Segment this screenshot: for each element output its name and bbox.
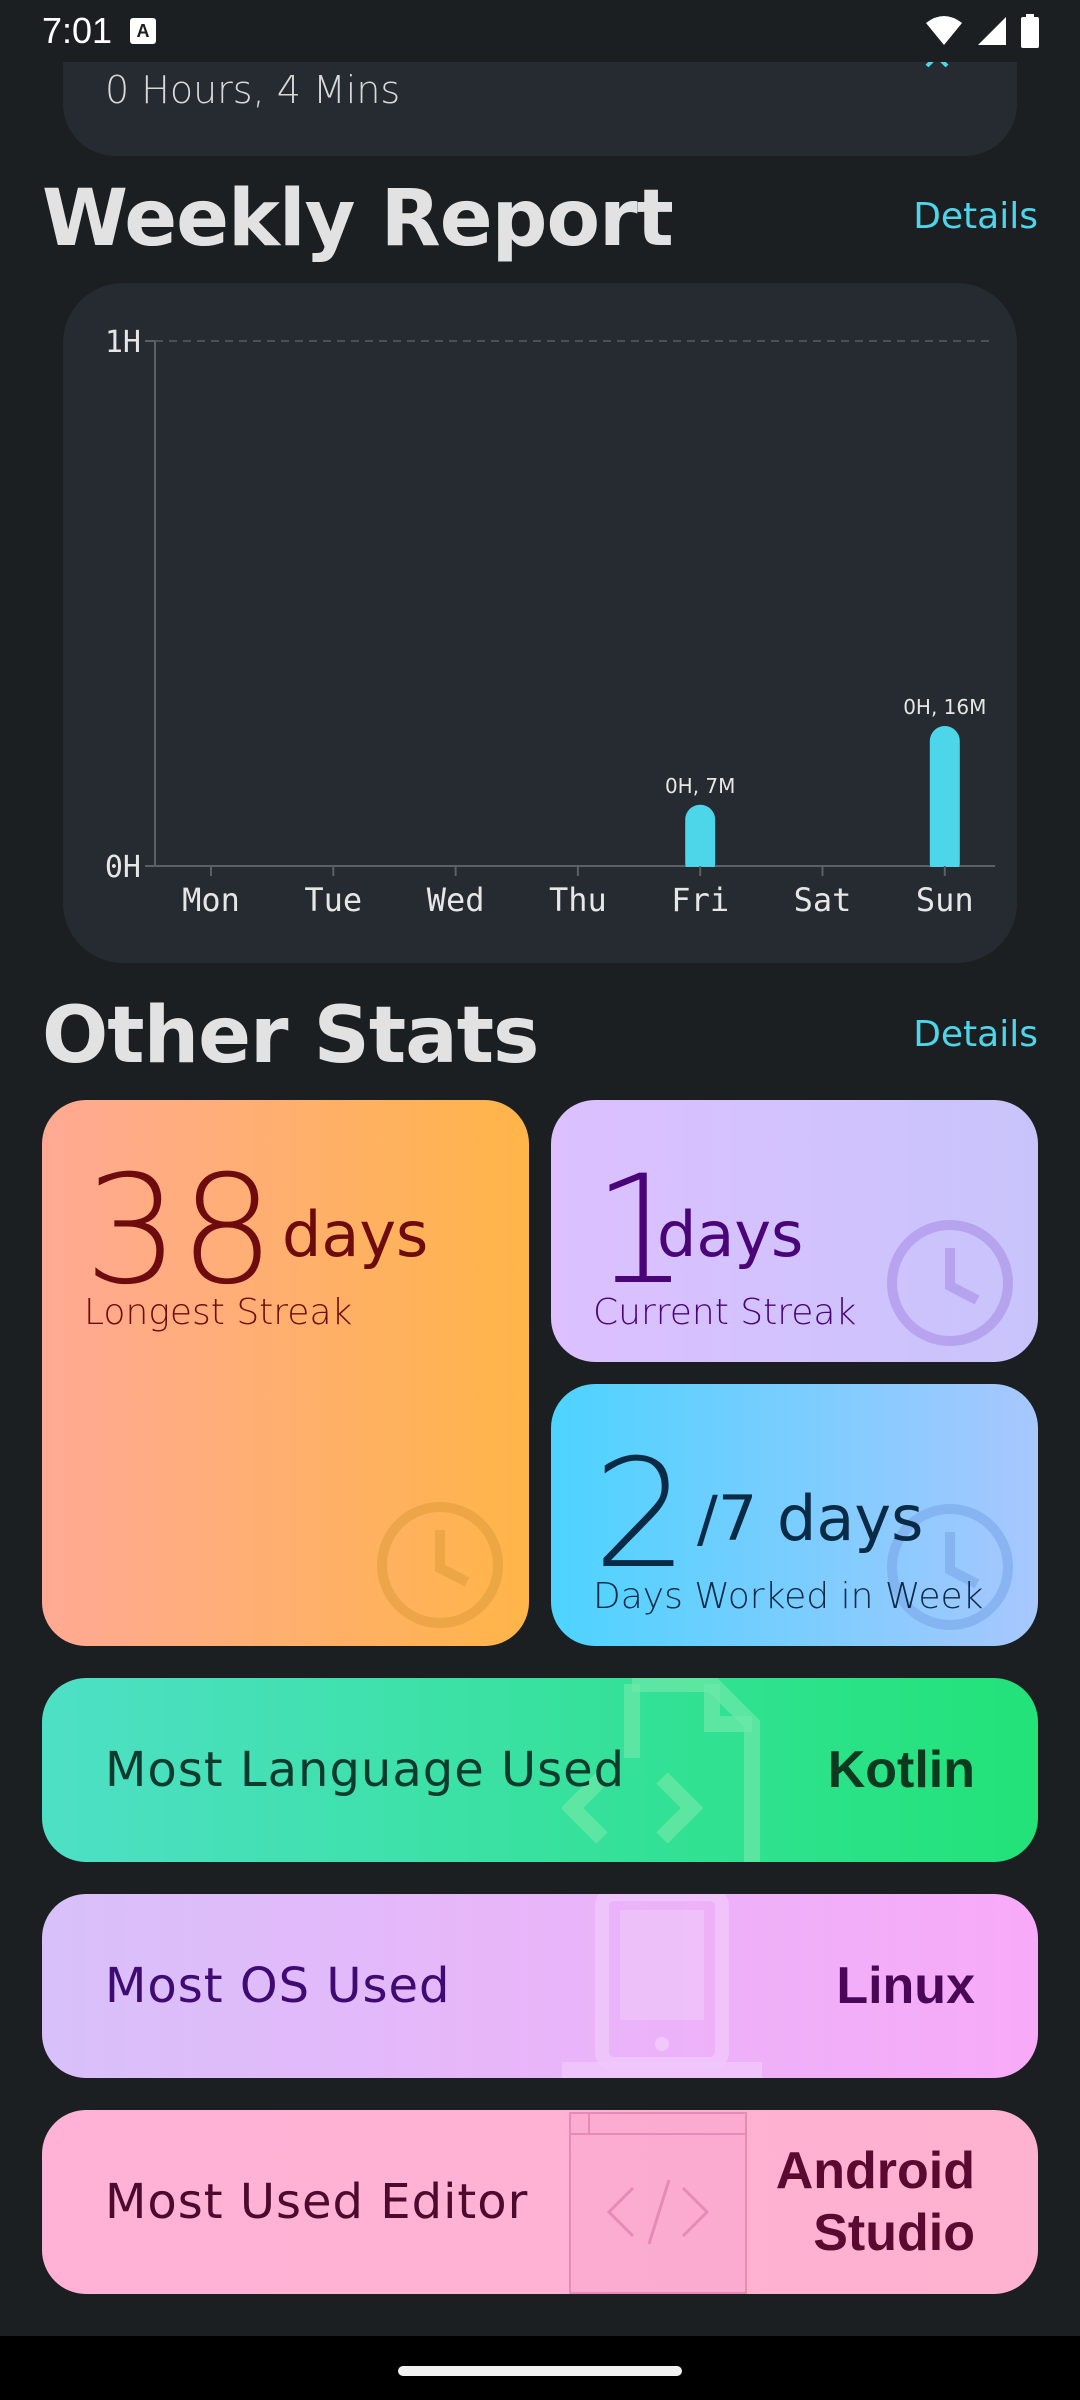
session-duration: 0 Hours, 4 Mins (105, 68, 401, 112)
x-tick-label: Tue (304, 881, 362, 919)
x-tick-label: Sun (916, 881, 974, 919)
days-worked-unit: /7 days (697, 1482, 924, 1555)
other-stats-title: Other Stats (42, 991, 539, 1081)
most-os-label: Most OS Used (105, 1958, 451, 2014)
most-editor-value-line1: Android (775, 2142, 975, 2200)
code-window-icon (569, 2112, 747, 2294)
tablet-icon (562, 1894, 762, 2078)
clock-icon (377, 1502, 503, 1628)
data-label-fri: 0H, 7M (665, 774, 735, 798)
current-streak-unit: days (657, 1198, 804, 1271)
navigation-bar (0, 2336, 1080, 2400)
weekly-bar-chart: 0H 1H Mon Tue Wed Thu Fri 0H, 7M Sat Sun 0H, 16M (105, 325, 996, 919)
code-file-icon (562, 1678, 760, 1862)
x-tick-label: Thu (549, 881, 607, 919)
most-language-label: Most Language Used (105, 1742, 626, 1798)
longest-streak-card[interactable]: 38 days Longest Streak (42, 1100, 529, 1646)
bar-sun (929, 726, 960, 878)
weekly-chart-card: 0H 1H Mon Tue Wed Thu Fri 0H, 7M Sat Sun 0H, 16M (63, 283, 1017, 963)
x-tick-label: Wed (427, 881, 485, 919)
wifi-icon (926, 16, 962, 45)
y-tick-label: 0H (105, 850, 141, 885)
longest-streak-value: 38 (84, 1144, 275, 1318)
days-worked-caption: Days Worked in Week (593, 1576, 984, 1617)
longest-streak-unit: days (282, 1198, 429, 1271)
days-worked-value: 2 (593, 1428, 689, 1602)
most-language-value: Kotlin (827, 1741, 975, 1799)
notification-a-icon: A (130, 18, 156, 44)
signal-icon (978, 17, 1006, 45)
most-editor-value-line2: Studio (813, 2204, 975, 2262)
x-tick-label: Sat (794, 881, 852, 919)
bar-fri (685, 804, 716, 878)
status-time: 7:01 (42, 10, 113, 51)
x-tick-label: Mon (182, 881, 240, 919)
days-worked-card[interactable]: 2 /7 days Days Worked in Week (551, 1384, 1038, 1646)
most-editor-value: Android Studio (776, 2140, 975, 2264)
battery-icon (1021, 14, 1039, 48)
status-icons (924, 14, 1040, 48)
longest-streak-caption: Longest Streak (84, 1292, 353, 1333)
axis-mask (156, 867, 996, 879)
other-stats-details-link[interactable]: Details (913, 1014, 1038, 1055)
data-label-sun: 0H, 16M (903, 695, 986, 719)
most-os-card[interactable]: Most OS Used Linux (42, 1894, 1038, 2078)
weekly-report-title: Weekly Report (42, 174, 674, 264)
current-streak-value: 1 (593, 1144, 689, 1318)
status-bar: 7:01 A (0, 0, 1080, 62)
clock-icon (887, 1504, 1013, 1630)
current-streak-caption: Current Streak (593, 1292, 857, 1333)
most-editor-label: Most Used Editor (105, 2174, 529, 2230)
clock-icon (887, 1220, 1013, 1346)
x-tick-label: Fri (671, 881, 729, 919)
home-handle[interactable] (398, 2366, 682, 2376)
current-streak-card[interactable]: 1 days Current Streak (551, 1100, 1038, 1362)
most-language-card[interactable]: Most Language Used Kotlin (42, 1678, 1038, 1862)
y-tick-label: 1H (105, 325, 141, 360)
most-editor-card[interactable]: Most Used Editor Android Studio (42, 2110, 1038, 2294)
weekly-report-details-link[interactable]: Details (913, 196, 1038, 237)
most-os-value: Linux (836, 1957, 975, 2015)
